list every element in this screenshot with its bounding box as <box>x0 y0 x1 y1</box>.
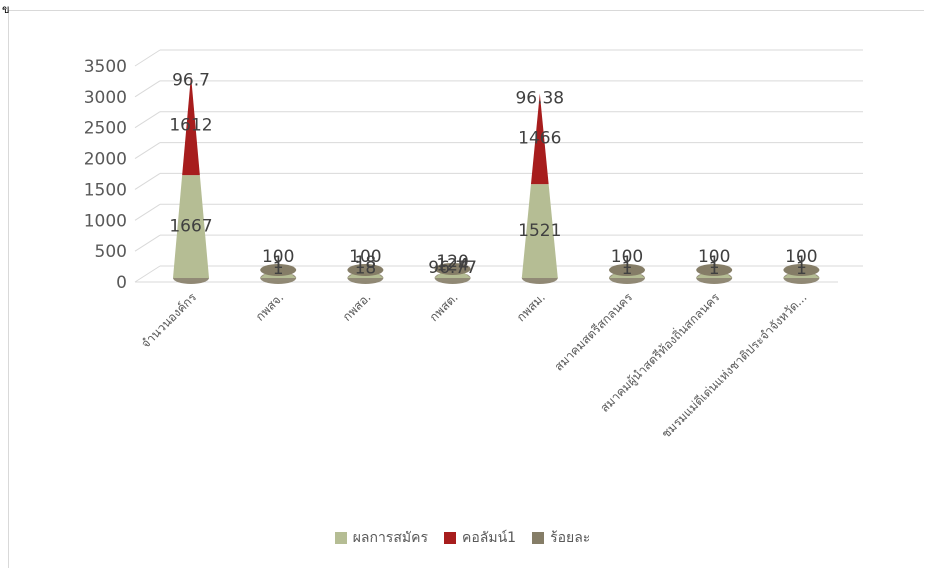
x-tick-label: กพสต. <box>427 290 461 324</box>
legend-swatch-series-1 <box>334 532 347 544</box>
y-tick-label: 3500 <box>84 57 127 77</box>
legend: ผลการสมัคร คอลัมน์1 ร้อยละ <box>0 527 925 549</box>
data-label-series-2: 1 <box>273 253 284 273</box>
gridline-side <box>134 265 161 283</box>
x-tick-label: จำนวนองค์กร <box>139 290 200 351</box>
data-label-series-3: 96.7 <box>172 71 210 91</box>
data-label-series-3: 100 <box>785 247 817 267</box>
y-tick-label: 2500 <box>84 119 127 139</box>
bar-series-1 <box>173 175 209 278</box>
cone-cap <box>783 264 820 276</box>
data-label-series-1: 1521 <box>518 221 561 241</box>
gridline-side <box>134 234 161 252</box>
cone-cap <box>347 264 384 276</box>
data-label-series-3: 100 <box>698 247 730 267</box>
legend-item-series-1: ผลการสมัคร <box>334 527 428 549</box>
data-label-series-2: 1466 <box>518 128 561 148</box>
y-tick-label: 0 <box>116 273 127 293</box>
data-label-series-1: 1 <box>709 259 720 279</box>
chart-frame <box>8 10 924 568</box>
data-label-series-1: 1 <box>796 259 807 279</box>
data-label-series-1: 124 <box>436 256 468 276</box>
gridline-side <box>134 142 161 159</box>
gridline-side <box>134 49 161 67</box>
y-tick-label: 3000 <box>84 88 127 108</box>
x-tick-label: กพสอ. <box>340 290 374 324</box>
data-label-series-2: 1 <box>622 253 633 273</box>
y-tick-label: 2000 <box>84 150 127 170</box>
corner-mark: ข <box>2 3 10 16</box>
y-tick-label: 1000 <box>84 211 127 231</box>
gridline-side <box>134 80 161 98</box>
data-label-series-2: 120 <box>436 252 468 272</box>
x-tick-label: ชมรมแม่ดีเด่นแห่งชาติประจำจังหวัด... <box>659 290 810 441</box>
data-label-series-2: 1612 <box>169 115 212 135</box>
data-label-series-3: 96.77 <box>428 258 477 278</box>
x-tick-label: สมาคมสตรีสกลนคร <box>552 290 636 374</box>
data-label-series-3: 96.38 <box>515 89 564 109</box>
gridline-side <box>134 203 161 221</box>
bar-series-2 <box>182 75 200 176</box>
legend-item-series-3: ร้อยละ <box>532 527 590 549</box>
data-label-series-2: 18 <box>355 253 377 273</box>
data-label-series-2: 1 <box>796 253 807 273</box>
x-tick-label: กพสจ. <box>253 290 286 323</box>
cone-cap <box>609 264 645 276</box>
data-label-series-3: 100 <box>349 247 381 267</box>
legend-swatch-series-3 <box>532 532 545 544</box>
data-label-series-2: 1 <box>709 253 720 273</box>
data-label-series-1: 1667 <box>169 217 212 237</box>
legend-label-series-2: คอลัมน์1 <box>462 530 517 546</box>
legend-swatch-series-2 <box>444 532 456 544</box>
y-tick-label: 500 <box>95 242 127 262</box>
x-tick-label: กพสม. <box>514 290 548 324</box>
data-label-series-1: 18 <box>355 259 377 279</box>
y-tick-label: 1500 <box>84 180 127 200</box>
legend-item-series-2: คอลัมน์1 <box>444 527 516 549</box>
data-label-series-3: 100 <box>262 247 294 267</box>
cone-cap <box>260 264 297 276</box>
legend-label-series-3: ร้อยละ <box>550 530 591 546</box>
data-label-series-1: 1 <box>622 259 633 279</box>
data-label-series-1: 1 <box>273 259 284 279</box>
cone-cap <box>434 262 471 275</box>
data-label-series-3: 100 <box>611 247 643 267</box>
bar-series-1 <box>521 184 558 278</box>
bar-series-2 <box>530 93 549 185</box>
legend-label-series-1: ผลการสมัคร <box>352 530 428 546</box>
cone-cap <box>696 264 733 276</box>
gridline-side <box>134 173 161 190</box>
gridline-side <box>134 111 161 129</box>
